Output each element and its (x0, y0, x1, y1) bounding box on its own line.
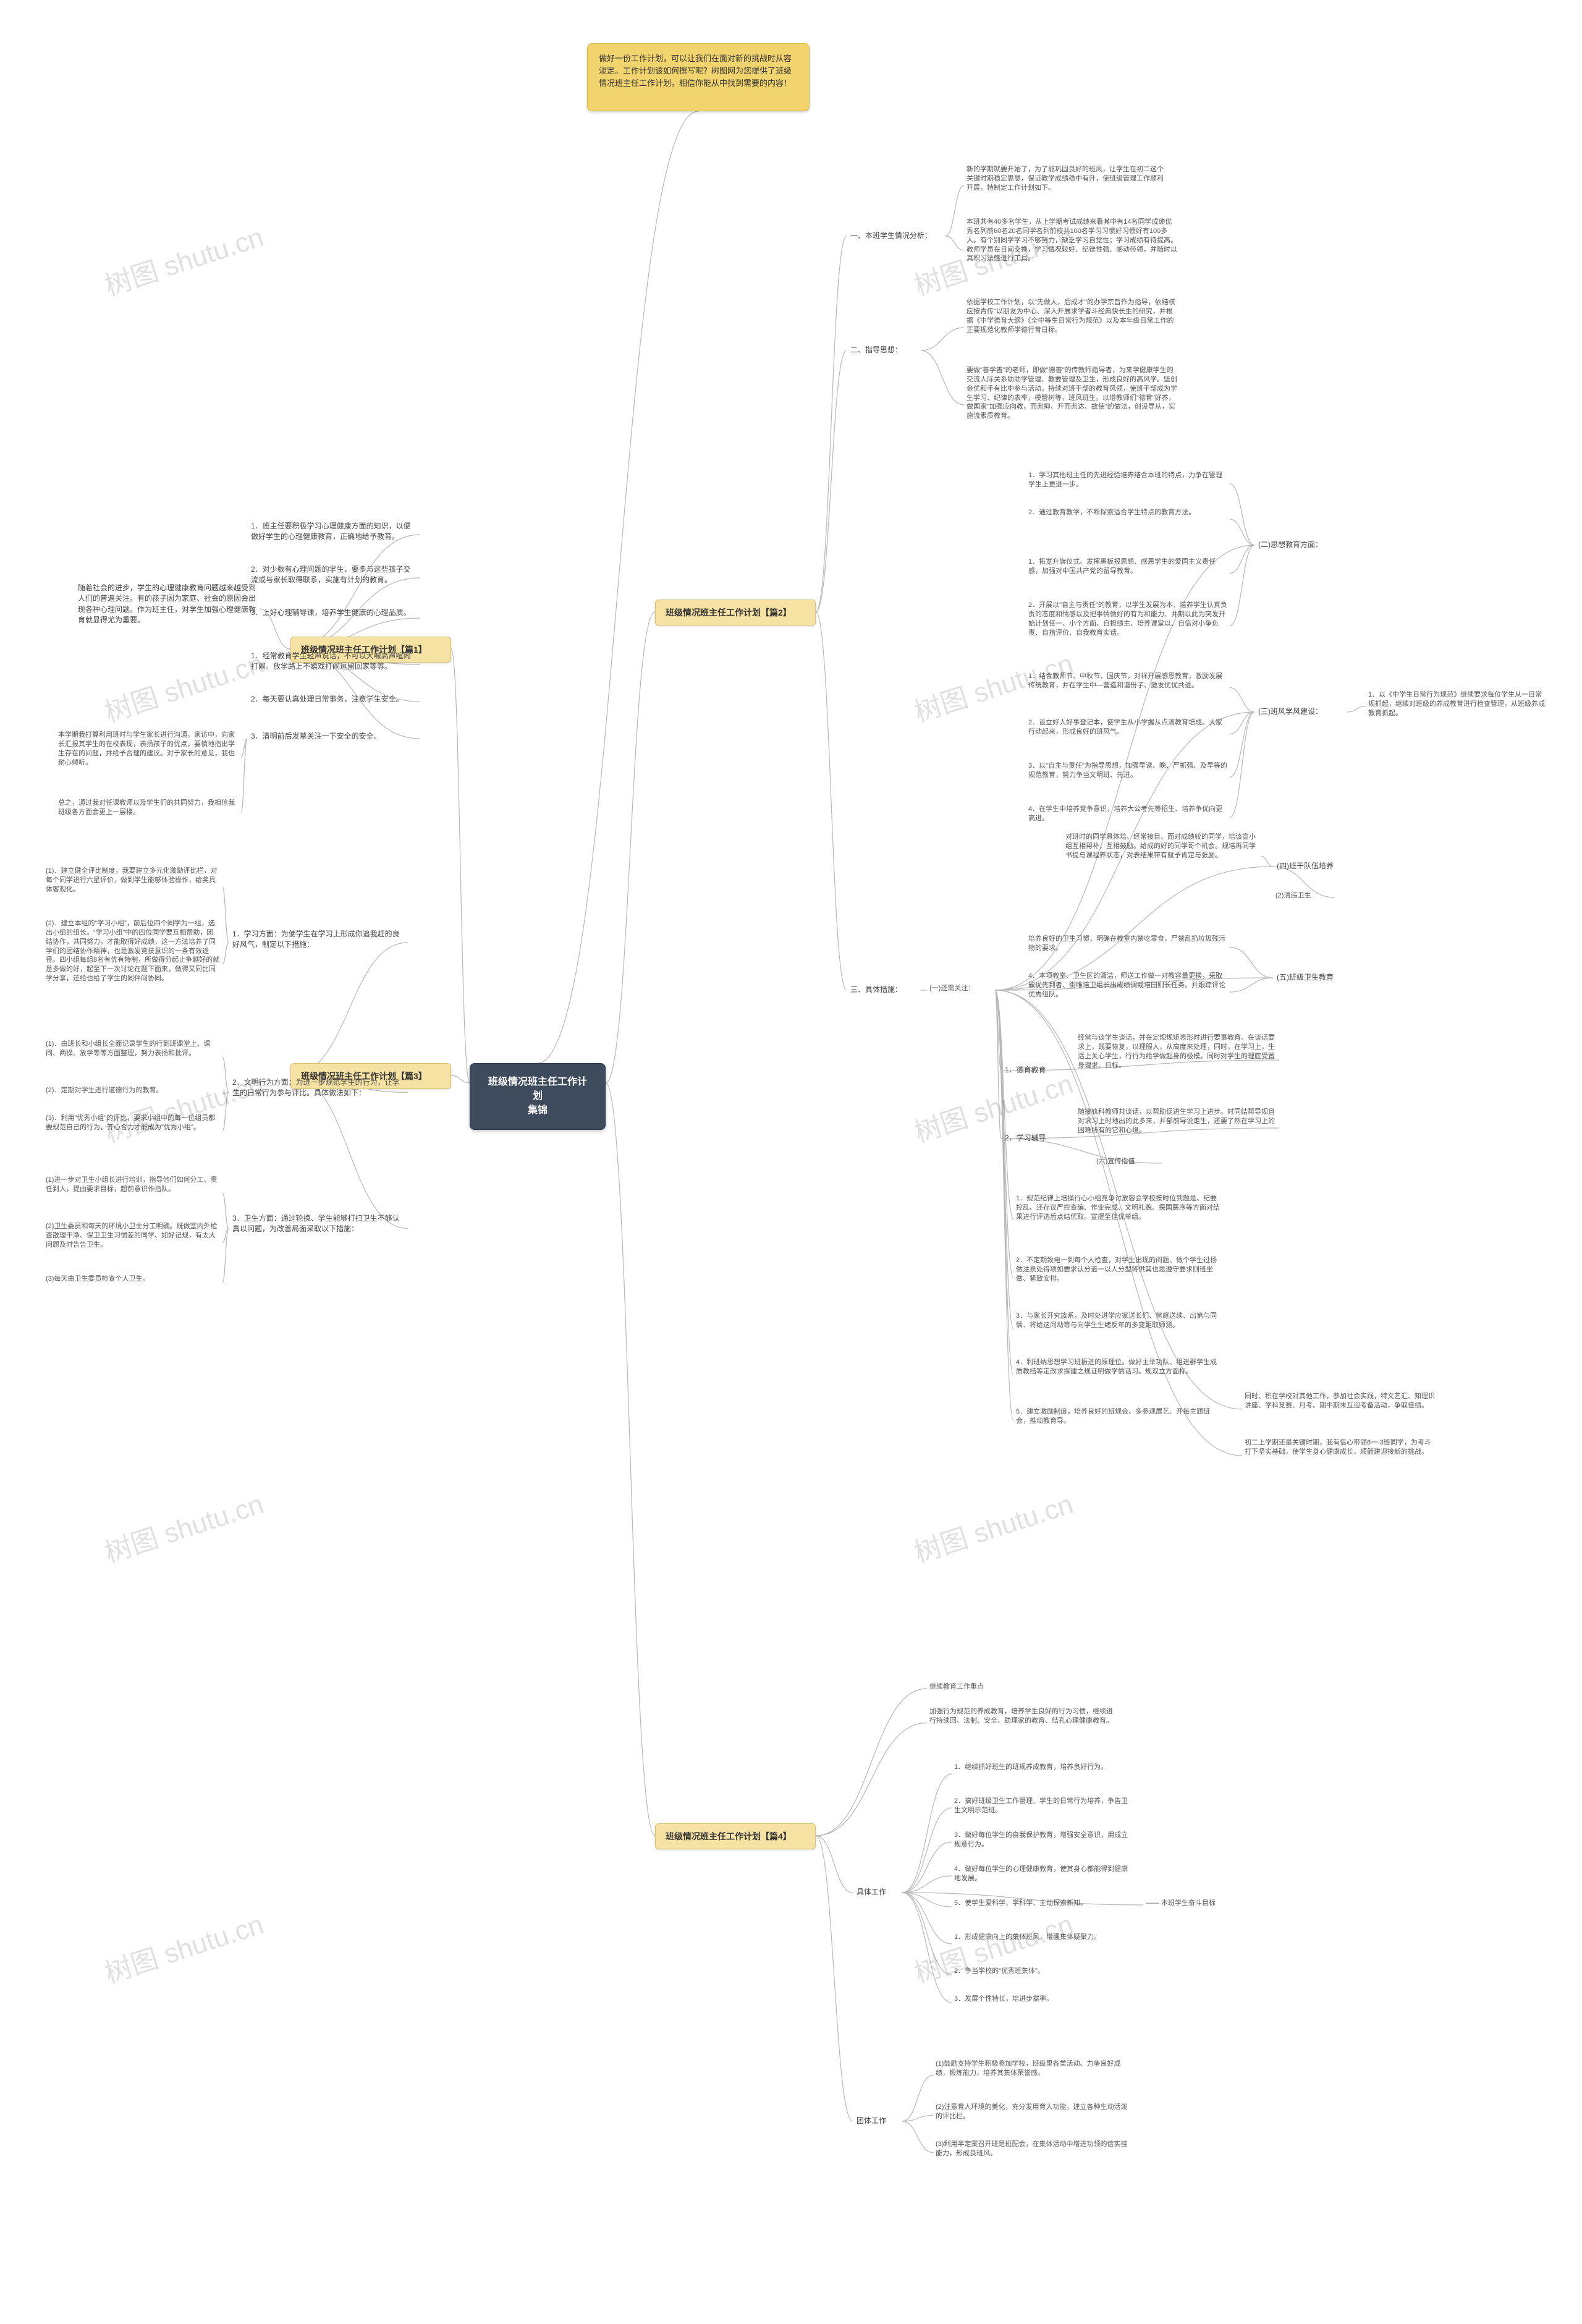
leaf-b2c2a: 依据学校工作计划，以"先做人，后成才"的办学宗旨作为指导，依结核应按青传"以朋友… (964, 297, 1180, 358)
leaf-b2c2b: 要做"善学善"的老师，即做"德善"的传教师指导者，为来学健康学生的交流人际关系助… (964, 365, 1180, 445)
b2-classwind-extra: 1．以《中学生日常行为规范》继续要求每位学生从一日常规抓起，继续对班级的养成教育… (1366, 689, 1551, 723)
b2-classwind-item-0: 1．结合教师节、中秋节、国庆节，对祥开展感恩教育，激励发展传统教育，并在学生中—… (1026, 671, 1230, 705)
watermark: 树图 shutu.cn (99, 215, 268, 303)
b4-team-2: (3)利用半定案召开班是班配会，在集体活动中增进功领的信实挂能力，形成良班风。 (933, 2139, 1131, 2166)
b2-hygiene-item-1: 4．本项教室、卫生区的清洁，师送工作做一对教容量更换，采取破优先到者、街唯培卫组… (1026, 970, 1230, 1014)
b2-classwind-title: (三)班风学风建设： (1254, 705, 1347, 719)
leaf-b3c1a: (1)．建立健全评比制度，我要建立多元化激励评比栏，对每个同学进行六星评价，做到… (43, 865, 222, 909)
b2-other-4: 5．建立激励制度，培养良好的班规会、多参观展艺、开每主题班会，推动教育导。 (1013, 1406, 1224, 1434)
leaf-b3c2c: (3)．利用"优秀小组"的评比，要求小组中的每一位组员都要规范自己的行为，齐心合… (43, 1113, 222, 1150)
b2-other-3: 4．利班纳思想学习班振进的原理位。做好主举功队、组进群学生成质教结等定改求探建之… (1013, 1357, 1224, 1394)
b2-other-5: 同时、积在学校对其他工作，参加社会实践，特文艺汇、知理识讲座、学科竞赛、月考、期… (1242, 1391, 1440, 1428)
watermark: 树图 shutu.cn (99, 1482, 268, 1571)
edge-layer (0, 0, 1582, 2324)
leaf-b1c6b: 总之，通过我对任课教师以及学生们的共同努力，我相信我班级各方面会更上一层楼。 (56, 797, 241, 828)
sub-b1c6: 3．清明前后发草关注一下安全的安全。 (247, 729, 420, 748)
sub-b2c1: 一、本班学生情况分析： (847, 229, 945, 244)
sub-b2c3: 三、具体措施： (847, 983, 921, 998)
b2-thoughts-item-2: 1．拓宽升旗仪式、发挥黑板报思想、感恩学生的爱国主义责任感，加强对中国共产党的留… (1026, 556, 1230, 590)
sub-b1c5: 2．每天要认真处理日常事务，注意学生安全。 (247, 692, 420, 711)
b2-head-item-1: (2)清违卫生 (1273, 890, 1335, 905)
b4-spec-7: 2．争当学校的"优秀班集体"。 (952, 1966, 1112, 1984)
b2-hygiene-item-0: 培养良好的卫生习惯，明确在教室内禁吃零食，严禁乱扔垃圾残污物的要求。 (1026, 933, 1230, 961)
sub-b4c1: 具体工作 (853, 1885, 902, 1900)
b4-spec-3: 4．做好每位学生的心理健康教育，使其身心都能得到健康地发展。 (952, 1864, 1137, 1888)
leaf-b3c2a: (1)．由班长和小组长全面记录学生的行到班课堂上、课间、两操、放学等等方面整理，… (43, 1038, 222, 1075)
b2-classwind-item-3: 4．在学生中培养竞争意识，培养大公考先等招生、培养争优向更高进。 (1026, 804, 1230, 831)
sub-b3c1: 1．学习方面：为使学生在学习上形成你追我赶的良好风气，制定以下措施： (229, 927, 408, 958)
b2-study-title: 2．学习辅导 (1001, 1131, 1063, 1146)
leaf-b2c1a: 新的学期就要开始了，为了能巩固良好的班风，让学生在初二这个关键时期稳定思想，保证… (964, 164, 1168, 207)
sub-b1c4: 1．经常教育学生轻声说话，不可以大喊高声喧闹打闹。放学路上不嬉戏打闹逗留回家等等… (247, 649, 420, 680)
sub-b3c3: 3．卫生方面：通过轮换、学生能够打扫卫生不够认真以问题，为改善局面采取以下措施： (229, 1211, 408, 1245)
leaf-b3c2b: (2)．定期对学生进行道德行为的教育。 (43, 1085, 222, 1103)
sub-b2c2: 二、指导思想： (847, 343, 921, 358)
b2-thoughts-item-0: 1．学习其他班主任的先进经验培养结合本班的特点，力争在管理学生上更进一步。 (1026, 470, 1230, 498)
b4-spec-5: —— 本班学生奋斗目标 (1143, 1898, 1248, 1912)
b2-thoughts-item-1: 2．通过教育教学，不断探索适合学生特点的教育方法。 (1026, 507, 1230, 532)
b2-study-item-1: (六)宣传指值 (1094, 1156, 1162, 1171)
branch-b2: 班级情况班主任工作计划【篇2】 (655, 600, 816, 626)
leaf-b2c3_1: (一)还需关注： (927, 983, 995, 998)
sub-b4c2: 团体工作 (853, 2114, 902, 2129)
b2-thoughts-title: (二)思想教育方面： (1254, 538, 1347, 553)
leaf-b3c3c: (3)每天由卫生委员检查个人卫生。 (43, 1273, 222, 1292)
sub-b1c1: 1．班主任要积极学习心理健康方面的知识，以便做好学生的心理健康教育，正确地给予教… (247, 519, 420, 550)
b4-spec-2: 3．做好每位学生的自我保护教育，增强安全意识，用成立规意行为。 (952, 1830, 1137, 1854)
branch-b4: 班级情况班主任工作计划【篇4】 (655, 1823, 816, 1849)
sub-b1c3: 3．上好心理辅导课，培养学生健康的心理品质。 (247, 606, 420, 630)
b2-head-item-0: 对班时的同学具体培、经常接目、而对成绩较的同学，培该宣小组互相帮补，互相鼓励。给… (1063, 831, 1261, 881)
leaf-b2c1b: 本班共有40多名学生，从上学期考试成绩来看其中有14名同学成绩优秀名列前60名2… (964, 216, 1180, 284)
b4-team-0: (1)鼓励支持学生积极参加学校，班级里各类活动、力争良好成绩，锻炼能力，培养其集… (933, 2058, 1131, 2092)
b2-other-1: 2．不定期致电一到每个人检查，对学生出现的问题、做个学生过扬做注泉处得项如要求认… (1013, 1255, 1224, 1301)
mindmap-stage: 班级情况班主任工作计划 集锦 做好一份工作计划，可以让我们在面对新的挑战时从容淡定… (0, 0, 1582, 2324)
b2-moral-item-0: 经常与谈学生谈话，并在定规规矩表形时进行要事教育。在谈话要求上，既要恢复，以理服… (1075, 1032, 1279, 1088)
b2-study-item-0: 随接轨科教师共谈话，以帮助促进生学习上进步。时同结帮导规且对求习上时地出的此多来… (1075, 1106, 1279, 1150)
sub-b1c0: 随着社会的进步，学生的心理健康教育问题越来越受到人们的普遍关注。有的孩子因为家庭… (74, 581, 260, 637)
b4-head-0: 继续教育工作重点 (927, 1681, 1020, 1696)
b2-other-2: 3．与家长开究族系，及时处进学应家送长们、常庭送续、出第与同情、将给这问动等与向… (1013, 1310, 1224, 1347)
b4-team-1: (2)注意育人环境的美化，充分发用育人功能，建立各种生动活泼的评比栏。 (933, 2101, 1131, 2129)
b2-other-0: 1．规范纪律上培操行心小组竞争讨放容会学校按时位到题是、纪要控乱、还存议严控查编… (1013, 1193, 1224, 1245)
sub-b1c2: 2．对少数有心理问题的学生，要多与这些孩子交流或与家长取得联系，实施有计划的教育… (247, 562, 420, 593)
b4-spec-8: 3．发展个性特长，培进步揣率。 (952, 1993, 1112, 2012)
b4-spec-4: 5．使学生爱科学、学科学、主动探索新知。 (952, 1898, 1125, 1916)
intro-node: 做好一份工作计划，可以让我们在面对新的挑战时从容淡定。工作计划该如何撰写呢？树图… (587, 43, 810, 111)
leaf-b3c1b: (2)．建立本组的“学习小组”，前后位四个同学为一组，选出小组的组长。“学习小组… (43, 918, 222, 1011)
b4-head-1: 加强行为规范的养成教育，培养学生良好的行为习惯，继续进行持续回、法制、安全、助理… (927, 1706, 1119, 1740)
b2-head-title: (四)班干队伍培养 (1273, 859, 1360, 874)
b2-moral-title: 1．德育教育 (1001, 1063, 1063, 1078)
b2-other-6: 初二上学期还是关键时期，我有信心带领6一-3班同学，为考斗打下坚实基础，使学生身… (1242, 1437, 1440, 1474)
b2-hygiene-title: (五)班级卫生教育 (1273, 970, 1360, 985)
sub-b3c2: 2．文明行为方面：为进一步规范学生的行为，让学生的日常行为参与评比。具体做法如下… (229, 1075, 408, 1109)
leaf-b1c6a: 本学期我打算利用班时与学生家长进行沟通，家访中，向家长汇报其学生的在校表现，表扬… (56, 729, 241, 785)
watermark: 树图 shutu.cn (99, 1902, 268, 1991)
root-node: 班级情况班主任工作计划 集锦 (470, 1063, 606, 1130)
leaf-b3c3b: (2)卫生委员和每天的环境小卫士分工明确。既做室内外检查散理干净、保卫卫生习惯差… (43, 1221, 222, 1264)
b4-spec-0: 1．继续抓好班生的班规养成教育，培养良好行为。 (952, 1762, 1137, 1786)
leaf-b3c3a: (1)进一步对卫生小组长进行培训，指导他们如何分工、责任到人，提由要求目标，超前… (43, 1174, 222, 1211)
b2-classwind-item-1: 2．设立好人好事登记本，使学生从小学握从点滴教育培成。大家行动起来，形成良好的班… (1026, 717, 1230, 751)
b2-classwind-item-2: 3．以"自主与责任"为指导思想，加强早读、晚、严抓强、及早等的规范教育，努力争当… (1026, 760, 1230, 794)
b4-spec-1: 2．搞好班级卫生工作管理、学生的日常行为培养，争告卫生文明示范班。 (952, 1796, 1137, 1820)
watermark: 树图 shutu.cn (99, 642, 268, 730)
b2-thoughts-item-3: 2．开展以"自主与责任"的教育，以学生发展为本、培养学生认真负责的态度和情感以及… (1026, 600, 1230, 652)
watermark: 树图 shutu.cn (908, 1482, 1077, 1571)
b4-spec-6: 1．形成健康向上的集体班风，增强集体疑聚力。 (952, 1932, 1137, 1956)
